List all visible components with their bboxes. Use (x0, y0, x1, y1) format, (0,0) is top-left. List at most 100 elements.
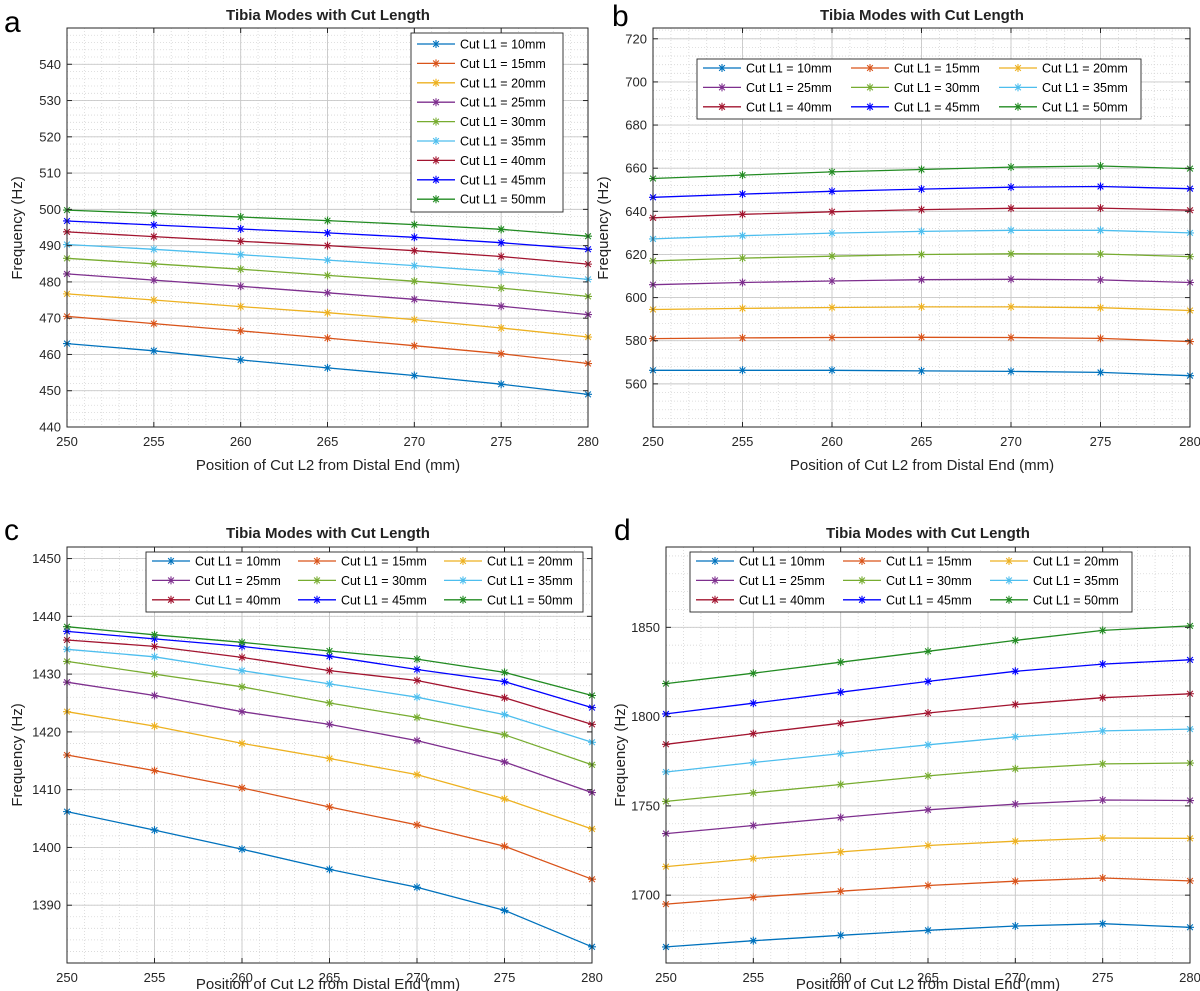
data-point (738, 210, 747, 219)
data-point (828, 207, 836, 216)
panel-letter: b (612, 0, 629, 33)
legend-box (689, 551, 1133, 613)
data-point (1098, 874, 1107, 883)
data-point (238, 707, 246, 716)
data-point (410, 261, 419, 270)
data-point (1096, 368, 1105, 377)
y-tick-label: 460 (39, 347, 61, 362)
panel-a: 250 255 260 265 270 275 280 440 450 460 470 480 490 5… (4, 6, 599, 474)
y-tick-label: 700 (625, 74, 647, 89)
data-point (1096, 182, 1105, 191)
x-tick-label: 255 (144, 970, 166, 985)
x-axis-label: Position of Cut L2 from Distal End (mm) (796, 976, 1060, 991)
legend-label: Cut L1 = 35mm (1042, 81, 1128, 95)
series-a-2 (63, 312, 592, 368)
data-point (1007, 204, 1015, 213)
series-b-6 (649, 226, 1194, 243)
x-tick-label: 260 (231, 970, 253, 985)
data-point (836, 688, 845, 697)
data-point (1007, 163, 1015, 172)
x-tick-label: 280 (577, 434, 599, 449)
legend-item: Cut L1 = 50mm (444, 593, 573, 607)
data-point (917, 205, 926, 214)
y-tick-label: 1850 (631, 620, 660, 635)
data-point (1011, 732, 1020, 741)
data-point (413, 655, 421, 664)
chart-title: Tibia Modes with Cut Length (820, 7, 1024, 24)
data-point (1098, 759, 1107, 768)
y-tick-label: 1800 (631, 709, 660, 724)
x-tick-label: 275 (494, 970, 516, 985)
data-point (238, 739, 246, 748)
legend-label: Cut L1 = 45mm (341, 593, 427, 607)
legend-item: Cut L1 = 40mm (417, 154, 546, 168)
legend-item: Cut L1 = 10mm (696, 555, 825, 569)
legend-label: Cut L1 = 20mm (1033, 555, 1119, 569)
legend-item: Cut L1 = 30mm (843, 574, 972, 588)
data-point (236, 237, 245, 246)
x-tick-label: 250 (56, 970, 78, 985)
data-point (238, 845, 246, 854)
data-point (410, 246, 419, 255)
x-tick-label: 260 (830, 970, 852, 985)
data-point (500, 677, 509, 686)
data-point (738, 190, 747, 199)
data-point (150, 722, 159, 731)
legend-item: Cut L1 = 25mm (703, 81, 832, 95)
data-point (1098, 795, 1107, 804)
data-point (413, 665, 421, 674)
legend-label: Cut L1 = 15mm (460, 57, 546, 71)
legend-item: Cut L1 = 30mm (851, 81, 980, 95)
data-point (1007, 226, 1015, 235)
legend-marker (866, 102, 874, 111)
data-point (325, 647, 334, 655)
data-point (323, 256, 332, 265)
data-point (836, 931, 845, 940)
data-point (1098, 660, 1107, 669)
data-point (1096, 204, 1105, 213)
data-point (410, 295, 419, 304)
legend-marker (432, 78, 440, 87)
data-point (749, 893, 758, 902)
x-axis-label: Position of Cut L2 from Distal End (mm) (790, 457, 1054, 474)
legend-label: Cut L1 = 40mm (739, 593, 825, 607)
legend-marker (718, 102, 726, 111)
legend-item: Cut L1 = 30mm (298, 574, 427, 588)
y-axis-label: Frequency (Hz) (9, 176, 26, 279)
legend-label: Cut L1 = 25mm (746, 81, 832, 95)
data-point (917, 227, 926, 236)
legend-item: Cut L1 = 10mm (152, 555, 281, 569)
data-point (149, 232, 158, 241)
y-tick-label: 1410 (32, 782, 61, 797)
data-point (413, 770, 421, 779)
series-b-8 (649, 182, 1194, 202)
y-axis-label: Frequency (Hz) (595, 176, 612, 279)
y-tick-label: 1700 (631, 888, 660, 903)
data-point (500, 842, 509, 851)
x-tick-label: 275 (1092, 970, 1114, 985)
legend-marker (459, 557, 467, 565)
data-point (497, 323, 506, 332)
data-point (413, 676, 421, 685)
data-point (749, 936, 758, 945)
data-point (738, 254, 747, 263)
data-point (836, 658, 845, 667)
legend-marker (858, 557, 866, 565)
y-axis-label: Frequency (Hz) (9, 703, 26, 806)
data-point (1098, 726, 1107, 735)
data-point (413, 693, 421, 702)
data-point (325, 699, 334, 707)
data-point (150, 630, 159, 639)
legend-item: Cut L1 = 45mm (851, 100, 980, 114)
data-point (500, 906, 509, 915)
legend-label: Cut L1 = 15mm (894, 62, 980, 76)
data-point (828, 276, 836, 285)
data-point (325, 803, 334, 811)
y-tick-label: 680 (625, 118, 647, 133)
legend-label: Cut L1 = 10mm (746, 62, 832, 76)
legend-label: Cut L1 = 35mm (1033, 574, 1119, 588)
data-point (413, 736, 421, 745)
data-point (325, 679, 334, 688)
data-point (413, 820, 421, 829)
panel-letter: d (614, 514, 631, 547)
